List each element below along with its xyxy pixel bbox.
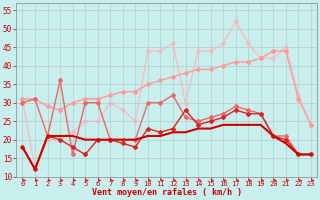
X-axis label: Vent moyen/en rafales ( km/h ): Vent moyen/en rafales ( km/h ) [92, 188, 242, 197]
